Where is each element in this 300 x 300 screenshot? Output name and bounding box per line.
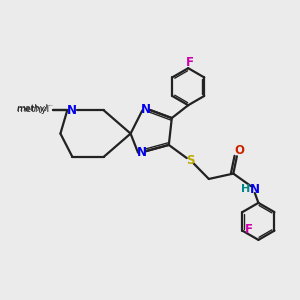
Text: O: O [234,144,244,158]
Text: S: S [186,154,195,167]
Text: F: F [186,56,194,69]
Text: methyl: methyl [49,104,53,106]
Text: F: F [245,223,253,236]
Text: methyl: methyl [16,105,50,114]
Text: N: N [137,146,147,159]
Text: H: H [241,184,250,194]
Text: methyl: methyl [16,104,48,113]
Text: N: N [141,103,151,116]
Text: N: N [250,183,260,196]
Text: N: N [68,104,77,117]
